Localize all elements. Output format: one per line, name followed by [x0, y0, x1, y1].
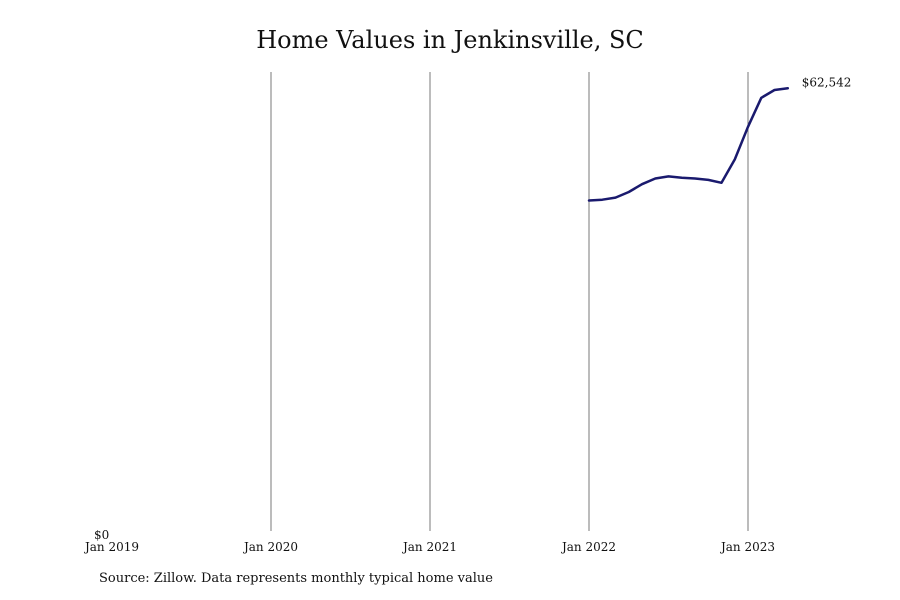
x-tick-label: Jan 2020 — [242, 540, 298, 554]
source-note: Source: Zillow. Data represents monthly … — [99, 571, 493, 586]
x-tick-label: Jan 2022 — [560, 540, 616, 554]
series-line — [587, 87, 790, 202]
x-tick-label: Jan 2023 — [719, 540, 775, 554]
chart-title: Home Values in Jenkinsville, SC — [256, 26, 644, 54]
x-tick-label: Jan 2021 — [401, 540, 457, 554]
y-tick-label: $0 — [94, 528, 109, 542]
x-tick-label: Jan 2019 — [83, 540, 139, 554]
end-value-label: $62,542 — [802, 75, 852, 89]
